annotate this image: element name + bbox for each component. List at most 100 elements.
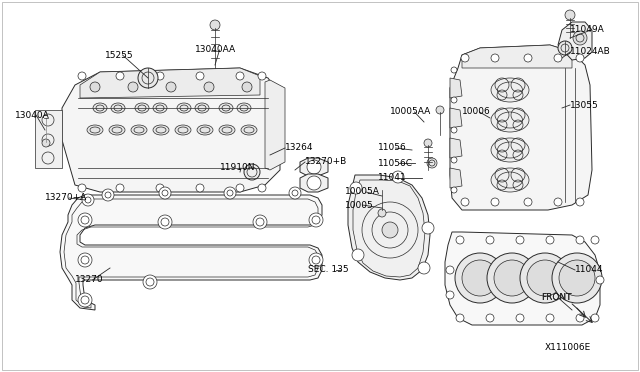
Text: 10006: 10006 [462,108,491,116]
Circle shape [156,184,164,192]
Text: 10005: 10005 [345,201,374,209]
Circle shape [196,184,204,192]
Circle shape [486,236,494,244]
Circle shape [546,314,554,322]
Polygon shape [265,80,285,170]
Text: 10005A: 10005A [345,187,380,196]
Ellipse shape [87,125,103,135]
Polygon shape [445,232,600,325]
Circle shape [210,20,220,30]
Ellipse shape [491,78,529,102]
Ellipse shape [491,138,529,162]
Circle shape [596,276,604,284]
Polygon shape [300,174,328,192]
Circle shape [158,215,172,229]
Polygon shape [450,45,592,210]
Circle shape [591,314,599,322]
Circle shape [258,72,266,80]
Text: FRONT: FRONT [541,294,572,302]
Text: 11041: 11041 [378,173,406,183]
Circle shape [253,215,267,229]
Text: SEC. 135: SEC. 135 [308,266,349,275]
Circle shape [424,139,432,147]
Polygon shape [62,68,280,192]
Circle shape [236,184,244,192]
Circle shape [451,97,457,103]
Circle shape [461,198,469,206]
Circle shape [455,253,505,303]
Circle shape [565,10,575,20]
Circle shape [451,67,457,73]
Text: X111006E: X111006E [545,343,591,353]
Ellipse shape [491,168,529,192]
Circle shape [309,253,323,267]
Circle shape [156,72,164,80]
Circle shape [102,189,114,201]
Circle shape [591,236,599,244]
Circle shape [78,72,86,80]
Polygon shape [450,108,462,128]
Circle shape [451,157,457,163]
Ellipse shape [153,103,167,113]
Circle shape [552,253,602,303]
Circle shape [309,213,323,227]
Ellipse shape [175,125,191,135]
Circle shape [392,171,404,183]
Circle shape [559,260,595,296]
Circle shape [258,184,266,192]
Ellipse shape [237,103,251,113]
Ellipse shape [153,125,169,135]
Circle shape [520,253,570,303]
Circle shape [236,72,244,80]
Circle shape [128,82,138,92]
Polygon shape [450,138,462,158]
Circle shape [166,82,176,92]
Polygon shape [35,110,62,168]
Text: 13040A: 13040A [15,110,50,119]
Circle shape [456,314,464,322]
Circle shape [524,54,532,62]
Text: 11024AB: 11024AB [570,48,611,57]
Circle shape [554,198,562,206]
Circle shape [138,68,158,88]
Ellipse shape [491,108,529,132]
Circle shape [487,253,537,303]
Circle shape [352,249,364,261]
Circle shape [576,236,584,244]
Polygon shape [80,68,260,98]
Circle shape [462,260,498,296]
Circle shape [446,266,454,274]
Text: 11049A: 11049A [570,26,605,35]
Circle shape [436,106,444,114]
Circle shape [204,82,214,92]
Circle shape [378,209,386,217]
Polygon shape [348,175,430,280]
Text: 13040AA: 13040AA [195,45,236,55]
Text: 13270: 13270 [75,276,104,285]
Circle shape [307,160,321,174]
Polygon shape [450,168,462,188]
Circle shape [116,72,124,80]
Circle shape [143,275,157,289]
Ellipse shape [109,125,125,135]
Circle shape [78,293,92,307]
Circle shape [242,82,252,92]
Polygon shape [300,158,328,176]
Circle shape [546,236,554,244]
Circle shape [491,54,499,62]
Circle shape [422,222,434,234]
Ellipse shape [111,103,125,113]
Circle shape [244,164,260,180]
Circle shape [573,31,587,45]
Circle shape [382,222,398,238]
Text: 11910N: 11910N [220,164,255,173]
Text: 10005AA: 10005AA [390,108,431,116]
Ellipse shape [219,125,235,135]
Circle shape [576,54,584,62]
Text: 13264: 13264 [285,144,314,153]
Circle shape [456,236,464,244]
Circle shape [576,314,584,322]
Circle shape [527,260,563,296]
Ellipse shape [177,103,191,113]
Circle shape [350,182,362,194]
